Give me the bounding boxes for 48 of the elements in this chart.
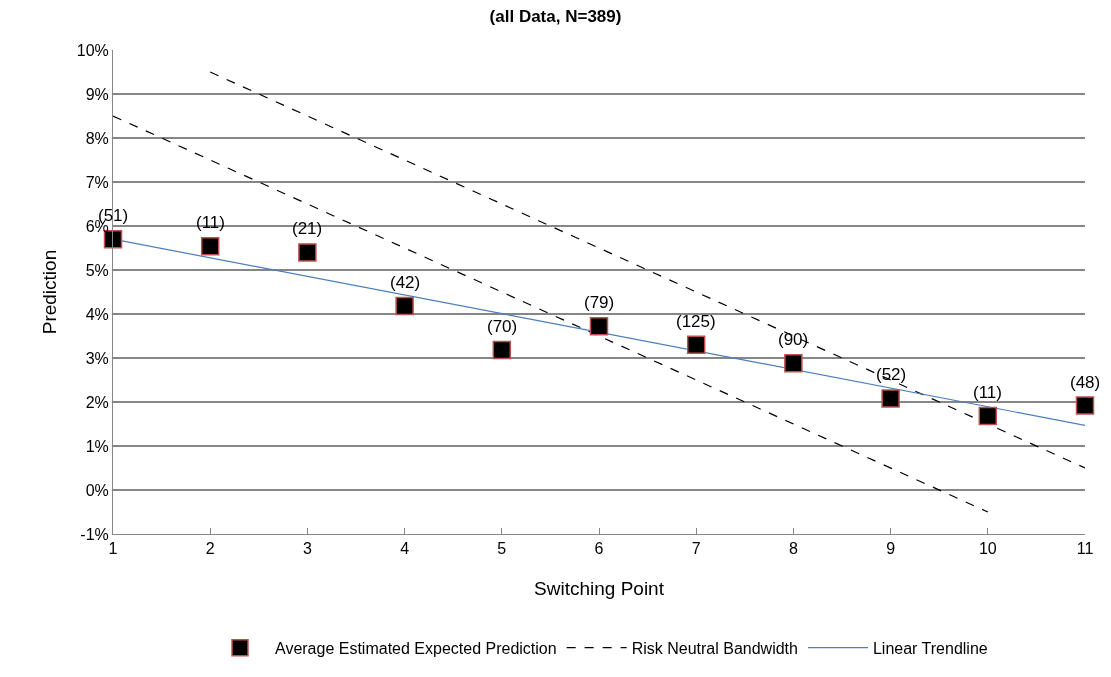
legend-label: Average Estimated Expected Prediction — [275, 639, 557, 657]
y-axis-title: Prediction — [38, 249, 60, 335]
annotation: (79) — [584, 293, 615, 312]
point — [589, 317, 609, 336]
y-tick-label: 1% — [85, 437, 109, 455]
legend-label: Linear Trendline — [872, 639, 988, 657]
x-tick-label: 2 — [205, 540, 215, 558]
point — [784, 354, 803, 373]
y-tick-label: 3% — [85, 349, 109, 367]
y-tick-label: 2% — [85, 393, 109, 411]
point — [395, 296, 414, 316]
point — [978, 406, 998, 426]
point — [492, 340, 512, 360]
annotation: (11) — [973, 383, 1002, 402]
x-tick-label: 10 — [978, 540, 997, 558]
point — [881, 389, 900, 408]
annotation: (11) — [196, 213, 225, 232]
legend-label: Risk Neutral Bandwidth — [631, 639, 798, 657]
annotation: (52) — [876, 365, 907, 384]
x-axis-title: Switching Point — [534, 578, 665, 599]
x-tick-label: 8 — [788, 540, 798, 558]
x-tick-label: 4 — [400, 540, 410, 558]
y-tick-label: 0% — [85, 481, 109, 499]
point — [298, 243, 317, 262]
x-tick-label: 3 — [302, 540, 312, 558]
x-tick-label: 1 — [108, 540, 118, 558]
y-tick-label: 8% — [85, 129, 109, 147]
annotation: (48) — [1070, 373, 1101, 392]
y-tick-label: 7% — [85, 173, 109, 191]
annotation: (70) — [487, 317, 518, 336]
y-tick-label: 4% — [85, 305, 109, 323]
point — [1075, 396, 1095, 415]
x-tick-label: 9 — [886, 540, 896, 558]
point — [686, 335, 706, 355]
annotation: (21) — [292, 219, 323, 238]
y-tick-label: -1% — [80, 525, 109, 543]
annotation: (42) — [390, 273, 421, 292]
point — [200, 236, 220, 256]
chart-title: (all Data, N=389) — [489, 7, 622, 27]
annotation: (90) — [778, 330, 809, 349]
x-tick-label: 11 — [1076, 540, 1094, 558]
y-tick-label: 5% — [85, 261, 109, 279]
x-tick-label: 7 — [691, 540, 701, 558]
x-tick-label: 5 — [497, 540, 507, 558]
annotation: (125) — [676, 312, 716, 331]
y-tick-label: 9% — [85, 85, 109, 103]
y-tick-label: 10% — [76, 41, 109, 59]
x-tick-label: 6 — [594, 540, 604, 558]
